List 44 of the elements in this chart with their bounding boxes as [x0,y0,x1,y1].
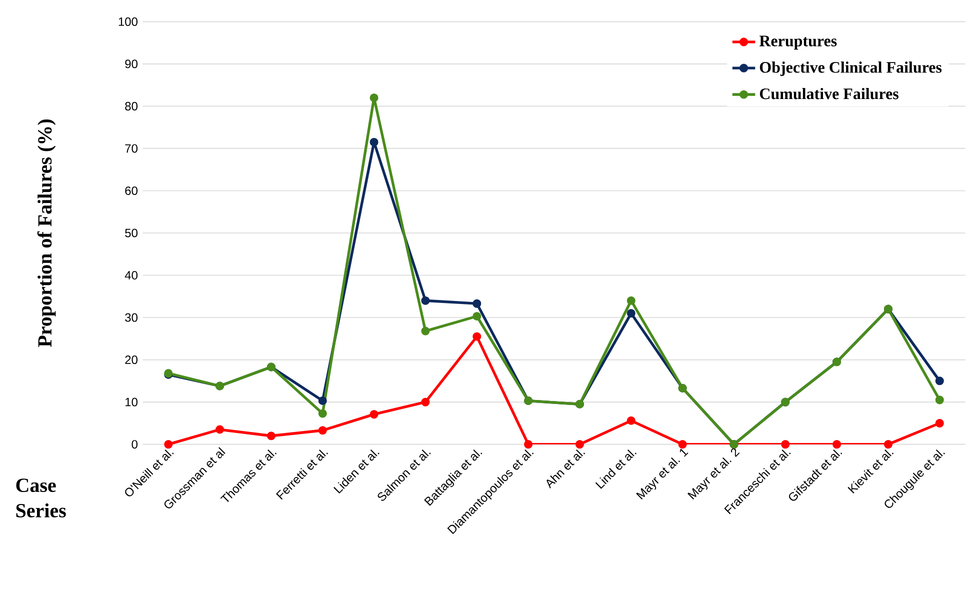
point [421,326,430,336]
point [884,440,892,449]
point [370,93,378,102]
x-axis-title: Case Series [16,478,66,518]
y-tick-label: 30 [125,313,138,322]
y-tick-label: 100 [118,17,138,26]
point [421,296,430,305]
point [472,312,482,321]
legend-label: Cumulative Failures [760,88,898,100]
y-tick-label: 40 [124,271,138,280]
y-tick-label: 80 [125,102,138,110]
point [626,309,636,318]
y-tick-label: 50 [125,228,138,238]
point [832,440,842,449]
legend-label: Reruptures [759,36,837,50]
point [164,440,173,449]
point [370,138,378,146]
point [421,398,430,406]
y-tick-label: 90 [125,60,138,68]
point [626,296,636,305]
point [781,440,790,449]
point [935,376,944,386]
y-tick-label: 20 [125,356,138,364]
point [266,432,276,440]
y-tick-label: 70 [125,144,138,153]
point [318,426,327,435]
x-tick-label: Ahn et al. [546,450,586,489]
y-axis-title: Proportion of Failures (%) [37,120,56,347]
point [524,440,533,449]
point [626,416,636,425]
point [318,396,327,406]
point [318,409,327,418]
point [370,410,378,419]
point [472,299,482,308]
point [935,396,944,404]
y-tick-label: 60 [125,186,138,195]
point [575,440,584,449]
legend-label: Objective Clinical Failures [760,62,942,76]
y-tick-label: 10 [126,398,138,406]
point [678,440,687,449]
y-tick-label: 0 [132,440,138,449]
point [472,332,482,341]
point [935,418,944,428]
point [216,425,224,434]
